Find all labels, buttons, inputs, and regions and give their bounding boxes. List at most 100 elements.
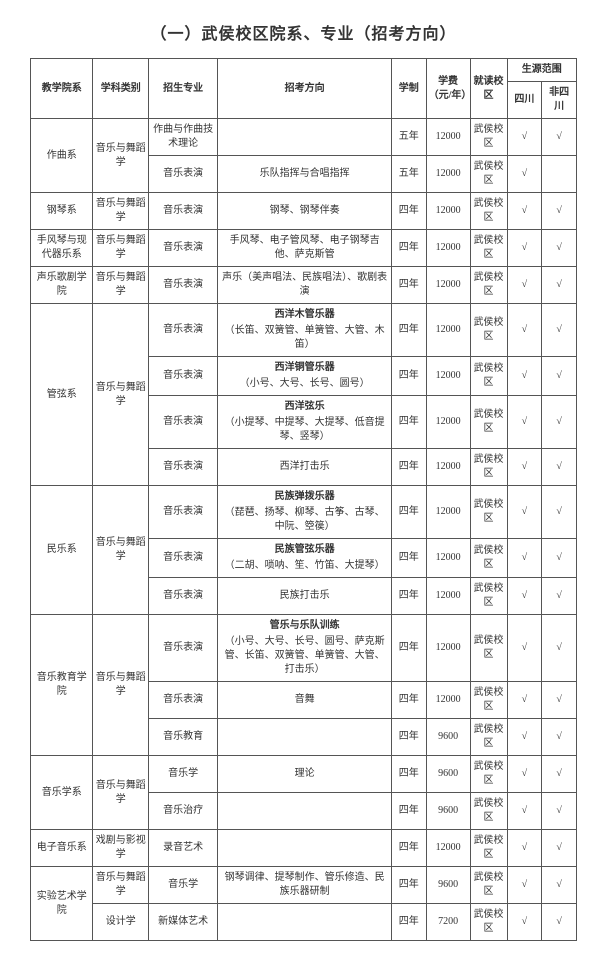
th-scope: 生源范围 xyxy=(507,59,576,82)
cell-major: 音乐表演 xyxy=(148,193,217,230)
cell-fee: 12000 xyxy=(426,193,470,230)
cell-dir: 民族弹拨乐器（琵琶、扬琴、柳琴、古筝、古琴、中阮、箜篌） xyxy=(218,486,392,539)
cell-nsc: √ xyxy=(542,357,577,396)
cell-fee: 9600 xyxy=(426,719,470,756)
th-dir: 招考方向 xyxy=(218,59,392,119)
cell-len: 四年 xyxy=(391,867,426,904)
cell-campus: 武侯校区 xyxy=(470,867,507,904)
th-fee: 学费（元/年） xyxy=(426,59,470,119)
admissions-table: 教学院系 学科类别 招生专业 招考方向 学制 学费（元/年） 就读校区 生源范围… xyxy=(30,58,577,941)
cell-len: 四年 xyxy=(391,830,426,867)
cell-fee: 12000 xyxy=(426,304,470,357)
cell-sc: √ xyxy=(507,119,542,156)
cell-campus: 武侯校区 xyxy=(470,904,507,941)
cell-cat: 音乐与舞蹈学 xyxy=(93,230,149,267)
cell-fee: 7200 xyxy=(426,904,470,941)
cell-major: 音乐学 xyxy=(148,867,217,904)
cell-fee: 9600 xyxy=(426,756,470,793)
cell-campus: 武侯校区 xyxy=(470,193,507,230)
cell-dir: 声乐（美声唱法、民族唱法）、歌剧表演 xyxy=(218,267,392,304)
th-len: 学制 xyxy=(391,59,426,119)
cell-dir xyxy=(218,830,392,867)
cell-nsc: √ xyxy=(542,867,577,904)
cell-fee: 12000 xyxy=(426,830,470,867)
cell-sc: √ xyxy=(507,615,542,682)
cell-len: 四年 xyxy=(391,793,426,830)
cell-major: 音乐表演 xyxy=(148,578,217,615)
cell-cat: 音乐与舞蹈学 xyxy=(93,486,149,615)
cell-cat: 设计学 xyxy=(93,904,149,941)
cell-dept: 实验艺术学院 xyxy=(31,867,93,941)
table-row: 电子音乐系戏剧与影视学录音艺术四年12000武侯校区√√ xyxy=(31,830,577,867)
cell-sc: √ xyxy=(507,357,542,396)
cell-sc: √ xyxy=(507,267,542,304)
cell-campus: 武侯校区 xyxy=(470,119,507,156)
cell-sc: √ xyxy=(507,830,542,867)
cell-dept: 钢琴系 xyxy=(31,193,93,230)
cell-major: 音乐教育 xyxy=(148,719,217,756)
cell-sc: √ xyxy=(507,486,542,539)
table-row: 管弦系音乐与舞蹈学音乐表演西洋木管乐器（长笛、双簧管、单簧管、大管、木笛）四年1… xyxy=(31,304,577,357)
cell-dept: 管弦系 xyxy=(31,304,93,486)
cell-sc: √ xyxy=(507,578,542,615)
cell-campus: 武侯校区 xyxy=(470,615,507,682)
cell-nsc: √ xyxy=(542,682,577,719)
page-title: （一）武侯校区院系、专业（招考方向） xyxy=(30,20,577,44)
cell-dept: 电子音乐系 xyxy=(31,830,93,867)
cell-fee: 12000 xyxy=(426,578,470,615)
cell-sc: √ xyxy=(507,304,542,357)
table-row: 声乐歌剧学院音乐与舞蹈学音乐表演声乐（美声唱法、民族唱法）、歌剧表演四年1200… xyxy=(31,267,577,304)
cell-nsc: √ xyxy=(542,449,577,486)
cell-cat: 音乐与舞蹈学 xyxy=(93,119,149,193)
cell-campus: 武侯校区 xyxy=(470,682,507,719)
th-campus: 就读校区 xyxy=(470,59,507,119)
table-row: 设计学新媒体艺术四年7200武侯校区√√ xyxy=(31,904,577,941)
cell-sc: √ xyxy=(507,867,542,904)
cell-campus: 武侯校区 xyxy=(470,357,507,396)
table-row: 钢琴系音乐与舞蹈学音乐表演钢琴、钢琴伴奏四年12000武侯校区√√ xyxy=(31,193,577,230)
cell-nsc: √ xyxy=(542,486,577,539)
cell-len: 四年 xyxy=(391,486,426,539)
cell-len: 四年 xyxy=(391,230,426,267)
cell-sc: √ xyxy=(507,756,542,793)
cell-len: 四年 xyxy=(391,449,426,486)
cell-dir: 理论 xyxy=(218,756,392,793)
cell-dir: 民族打击乐 xyxy=(218,578,392,615)
cell-sc: √ xyxy=(507,396,542,449)
cell-sc: √ xyxy=(507,449,542,486)
cell-dir: 管乐与乐队训练（小号、大号、长号、圆号、萨克斯管、长笛、双簧管、单簧管、大管、打… xyxy=(218,615,392,682)
cell-dir xyxy=(218,119,392,156)
cell-major: 音乐表演 xyxy=(148,267,217,304)
cell-len: 四年 xyxy=(391,357,426,396)
cell-campus: 武侯校区 xyxy=(470,793,507,830)
cell-len: 四年 xyxy=(391,396,426,449)
cell-fee: 12000 xyxy=(426,449,470,486)
cell-campus: 武侯校区 xyxy=(470,396,507,449)
cell-fee: 12000 xyxy=(426,267,470,304)
cell-campus: 武侯校区 xyxy=(470,304,507,357)
cell-dept: 音乐学系 xyxy=(31,756,93,830)
cell-major: 音乐表演 xyxy=(148,682,217,719)
cell-dir: 钢琴、钢琴伴奏 xyxy=(218,193,392,230)
cell-major: 音乐学 xyxy=(148,756,217,793)
cell-dir: 乐队指挥与合唱指挥 xyxy=(218,156,392,193)
cell-major: 录音艺术 xyxy=(148,830,217,867)
cell-major: 音乐表演 xyxy=(148,396,217,449)
cell-fee: 12000 xyxy=(426,396,470,449)
cell-major: 音乐表演 xyxy=(148,486,217,539)
cell-dept: 作曲系 xyxy=(31,119,93,193)
cell-major: 音乐表演 xyxy=(148,615,217,682)
cell-fee: 12000 xyxy=(426,357,470,396)
cell-dept: 手风琴与现代器乐系 xyxy=(31,230,93,267)
cell-fee: 12000 xyxy=(426,230,470,267)
cell-len: 四年 xyxy=(391,539,426,578)
cell-nsc: √ xyxy=(542,396,577,449)
cell-dir: 民族管弦乐器（二胡、唢呐、笙、竹笛、大提琴） xyxy=(218,539,392,578)
cell-campus: 武侯校区 xyxy=(470,830,507,867)
th-cat: 学科类别 xyxy=(93,59,149,119)
cell-nsc: √ xyxy=(542,267,577,304)
cell-dir xyxy=(218,719,392,756)
cell-campus: 武侯校区 xyxy=(470,539,507,578)
cell-nsc: √ xyxy=(542,304,577,357)
table-row: 作曲系音乐与舞蹈学作曲与作曲技术理论五年12000武侯校区√√ xyxy=(31,119,577,156)
